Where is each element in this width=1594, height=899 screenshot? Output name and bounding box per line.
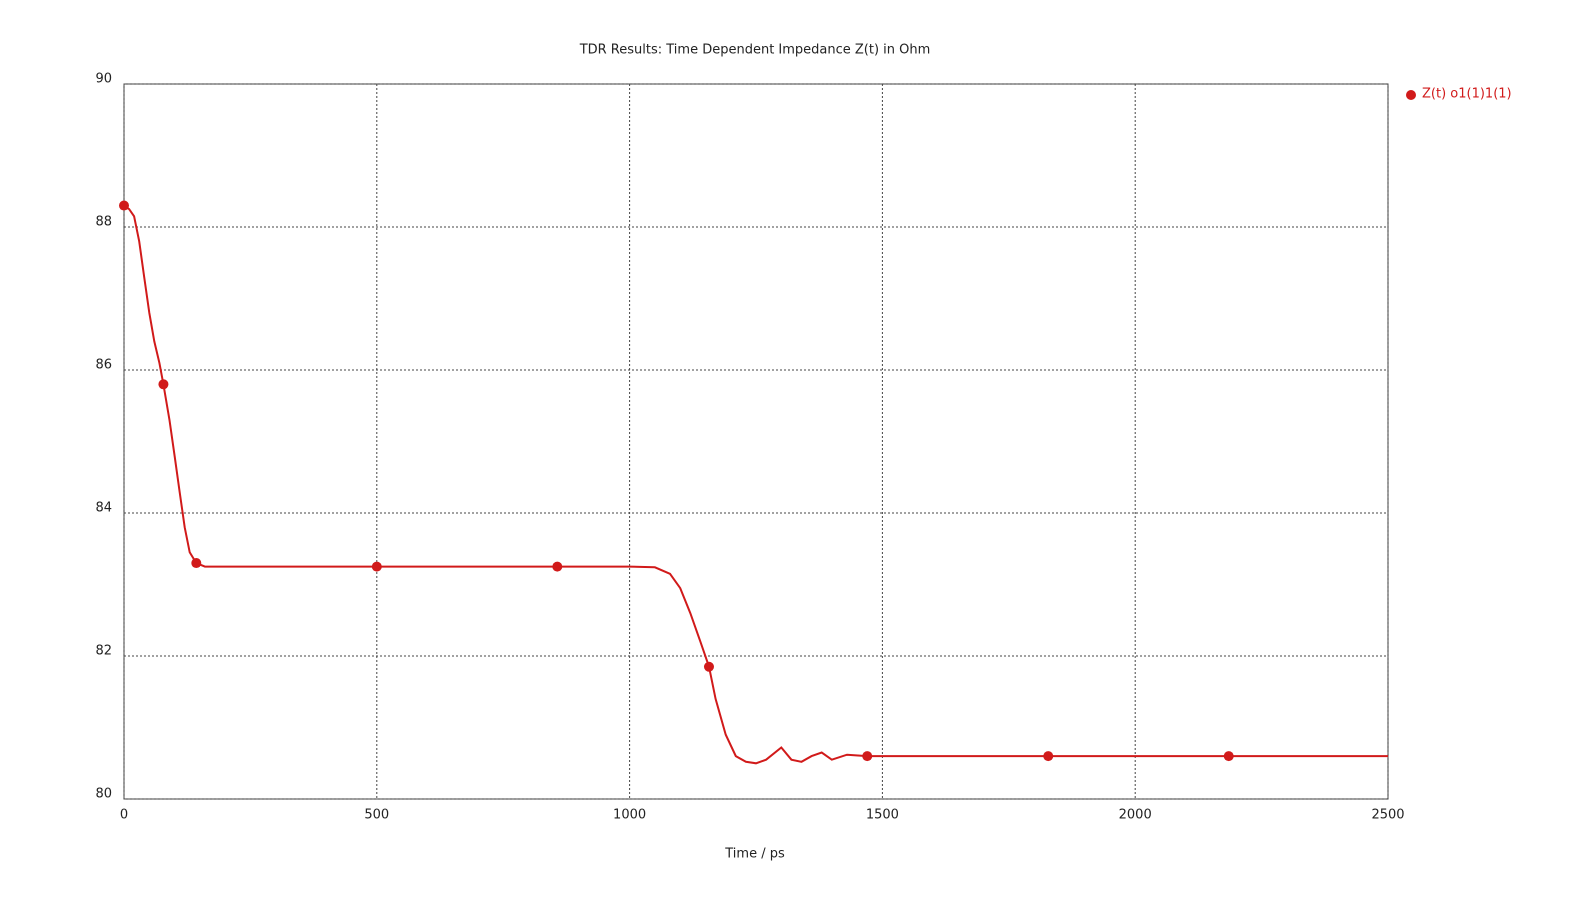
data-marker [371, 561, 382, 572]
data-line [123, 204, 1388, 765]
data-marker [191, 558, 202, 569]
y-tick-label: 80 [95, 787, 112, 802]
y-tick-label: 84 [95, 501, 112, 516]
data-marker [1043, 751, 1054, 762]
data-marker [862, 751, 873, 762]
legend-label: Z(t) o1(1)1(1) [1422, 87, 1512, 102]
y-tick-label: 86 [95, 358, 112, 373]
y-tick-label: 88 [95, 215, 112, 230]
data-marker [1223, 751, 1234, 762]
chart-title: TDR Results: Time Dependent Impedance Z(… [579, 43, 931, 58]
x-axis-label: Time / ps [724, 847, 785, 862]
x-tick-label: 0 [120, 808, 128, 823]
x-tick-label: 1500 [866, 808, 899, 823]
data-marker [119, 200, 129, 211]
data-marker [158, 379, 169, 390]
y-tick-label: 90 [95, 72, 112, 87]
y-tick-label: 82 [95, 644, 112, 659]
data-marker [703, 661, 714, 672]
x-tick-label: 2500 [1371, 808, 1404, 823]
x-tick-label: 500 [364, 808, 389, 823]
x-tick-label: 1000 [613, 808, 646, 823]
x-tick-label: 2000 [1119, 808, 1152, 823]
plot-frame [123, 83, 1389, 800]
data-marker [552, 561, 563, 572]
legend-marker [1406, 90, 1416, 100]
